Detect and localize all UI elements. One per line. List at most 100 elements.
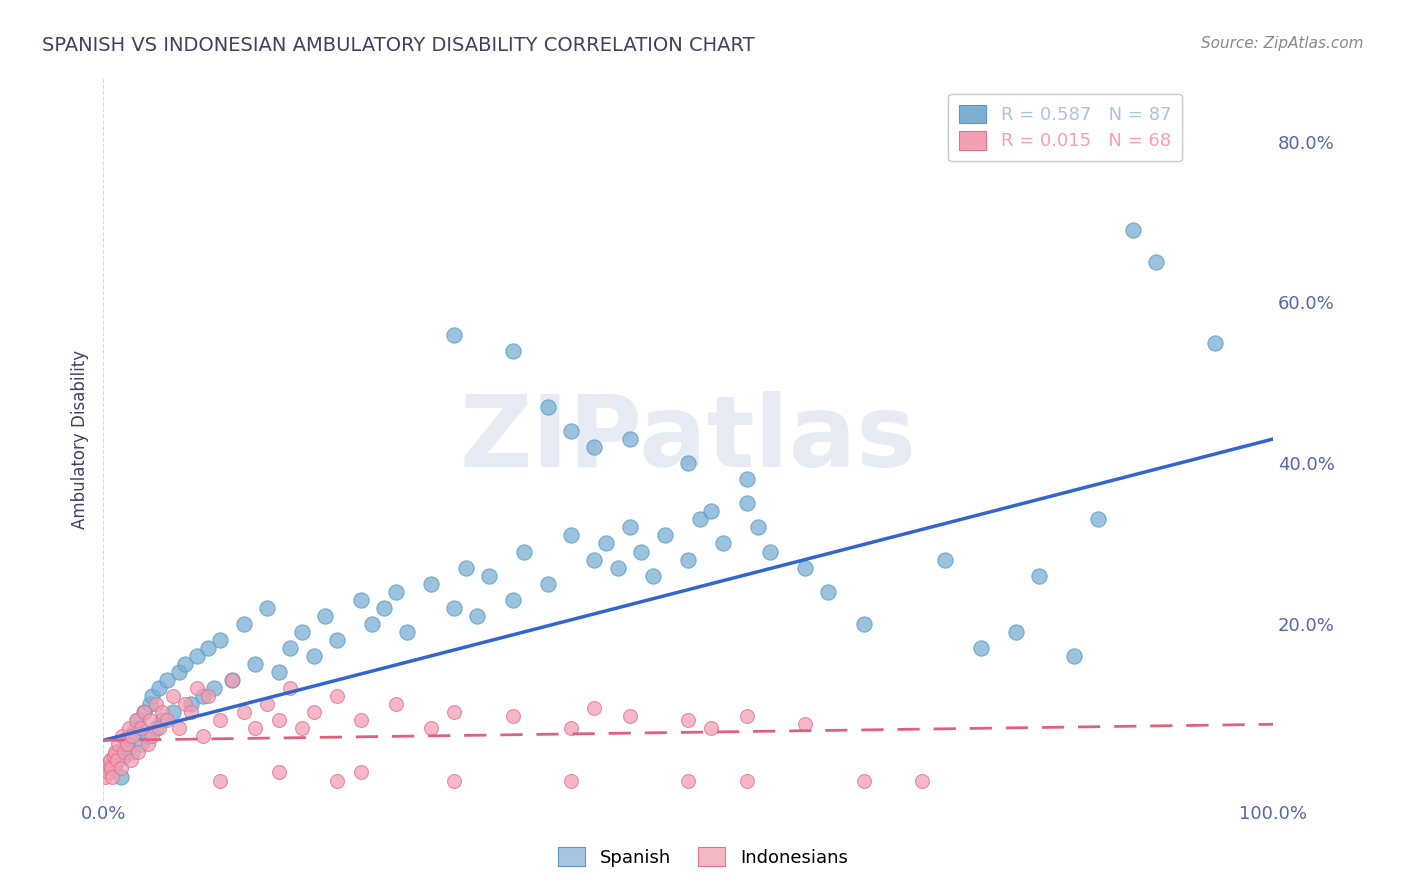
Point <box>735 709 758 723</box>
Point <box>1144 255 1167 269</box>
Point <box>150 713 173 727</box>
Point <box>121 746 143 760</box>
Point <box>794 560 817 574</box>
Point <box>502 343 524 358</box>
Point <box>101 770 124 784</box>
Point <box>1004 624 1026 639</box>
Point <box>384 697 406 711</box>
Point <box>454 560 477 574</box>
Point <box>245 657 267 671</box>
Point <box>1063 648 1085 663</box>
Point <box>148 721 170 735</box>
Point <box>711 536 734 550</box>
Point <box>221 673 243 687</box>
Point <box>969 640 991 655</box>
Point <box>129 721 152 735</box>
Point <box>676 773 699 788</box>
Point <box>478 568 501 582</box>
Point <box>1122 223 1144 237</box>
Point <box>583 701 606 715</box>
Point <box>136 737 159 751</box>
Point <box>443 705 465 719</box>
Point <box>443 773 465 788</box>
Point <box>700 504 723 518</box>
Point <box>291 624 314 639</box>
Point <box>180 697 202 711</box>
Point <box>1028 568 1050 582</box>
Point <box>256 600 278 615</box>
Point <box>180 705 202 719</box>
Point <box>537 400 560 414</box>
Point <box>278 640 301 655</box>
Text: ZIPatlas: ZIPatlas <box>460 391 917 488</box>
Point <box>654 528 676 542</box>
Point <box>96 762 118 776</box>
Point <box>560 773 582 788</box>
Point <box>101 754 124 768</box>
Point <box>191 689 214 703</box>
Point <box>141 729 163 743</box>
Point <box>118 721 141 735</box>
Point <box>115 737 138 751</box>
Point <box>419 721 441 735</box>
Point <box>502 709 524 723</box>
Point <box>583 440 606 454</box>
Point <box>97 765 120 780</box>
Point <box>232 705 254 719</box>
Point <box>396 624 419 639</box>
Point <box>619 520 641 534</box>
Point <box>443 600 465 615</box>
Point <box>186 648 208 663</box>
Point <box>302 648 325 663</box>
Point <box>111 729 134 743</box>
Point <box>121 729 143 743</box>
Point <box>676 456 699 470</box>
Point <box>676 713 699 727</box>
Point <box>630 544 652 558</box>
Point <box>560 528 582 542</box>
Point <box>467 608 489 623</box>
Point <box>197 640 219 655</box>
Point <box>139 713 162 727</box>
Point <box>641 568 664 582</box>
Point <box>267 713 290 727</box>
Point <box>129 737 152 751</box>
Legend: R = 0.587   N = 87, R = 0.015   N = 68: R = 0.587 N = 87, R = 0.015 N = 68 <box>949 94 1182 161</box>
Point <box>619 709 641 723</box>
Point <box>735 496 758 510</box>
Point <box>98 754 121 768</box>
Point <box>127 746 149 760</box>
Point <box>174 697 197 711</box>
Point <box>852 616 875 631</box>
Point <box>104 746 127 760</box>
Point <box>513 544 536 558</box>
Point <box>125 713 148 727</box>
Point <box>595 536 617 550</box>
Point <box>167 721 190 735</box>
Point <box>191 729 214 743</box>
Point <box>197 689 219 703</box>
Point <box>167 665 190 679</box>
Point <box>689 512 711 526</box>
Point <box>209 713 232 727</box>
Point <box>118 729 141 743</box>
Point <box>817 584 839 599</box>
Point <box>136 729 159 743</box>
Point <box>326 773 349 788</box>
Point <box>120 754 142 768</box>
Point <box>104 757 127 772</box>
Point <box>583 552 606 566</box>
Point <box>349 765 371 780</box>
Point <box>132 705 155 719</box>
Point <box>560 721 582 735</box>
Point <box>419 576 441 591</box>
Point <box>125 721 148 735</box>
Point <box>759 544 782 558</box>
Point <box>156 713 179 727</box>
Point <box>150 705 173 719</box>
Point <box>148 681 170 695</box>
Point <box>1087 512 1109 526</box>
Y-axis label: Ambulatory Disability: Ambulatory Disability <box>72 350 89 529</box>
Point <box>186 681 208 695</box>
Point <box>537 576 560 591</box>
